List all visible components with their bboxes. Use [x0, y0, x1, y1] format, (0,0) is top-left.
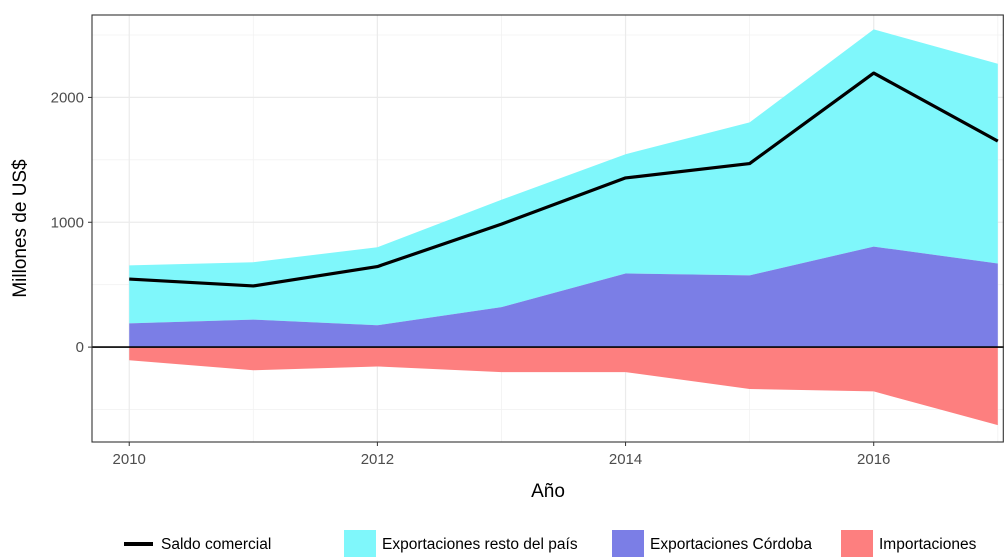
y-tick-label: 0 [76, 339, 84, 356]
chart-lines [129, 71, 999, 288]
x-tick-labels: 2010 2012 2014 2016 [113, 442, 890, 468]
x-axis-title: Año [531, 481, 565, 502]
x-tick-label: 2010 [113, 451, 146, 468]
y-tick-label: 2000 [51, 89, 84, 106]
legend-item-importaciones: Importaciones [841, 530, 977, 557]
x-tick-label: 2014 [609, 451, 642, 468]
legend-item-exportaciones-cordoba: Exportaciones Córdoba [612, 530, 812, 557]
legend-label-importaciones: Importaciones [879, 536, 977, 553]
y-tick-labels: 0 1000 2000 [51, 89, 92, 356]
plot-frame [91, 14, 1004, 443]
legend-label-exportaciones-cordoba: Exportaciones Córdoba [650, 536, 812, 553]
y-tick-label: 1000 [51, 214, 84, 231]
legend-key-exportaciones-resto [344, 530, 376, 557]
y-axis-title: Millones de US$ [10, 159, 31, 298]
legend-item-exportaciones-resto: Exportaciones resto del país [344, 530, 578, 557]
legend: Saldo comercial Exportaciones resto del p… [124, 530, 977, 557]
legend-key-importaciones [841, 530, 873, 557]
plot-border [91, 14, 1004, 443]
legend-key-exportaciones-cordoba [612, 530, 644, 557]
area-importaciones [129, 347, 998, 426]
area-exportaciones-resto [129, 29, 998, 326]
x-tick-label: 2012 [361, 451, 394, 468]
line-saldo-comercial [129, 71, 999, 288]
x-tick-label: 2016 [857, 451, 890, 468]
legend-label-exportaciones-resto: Exportaciones resto del país [382, 536, 578, 553]
legend-label-saldo-comercial: Saldo comercial [161, 536, 271, 553]
legend-item-saldo-comercial: Saldo comercial [124, 536, 271, 553]
chart-areas [129, 29, 998, 426]
area-exportaciones-cordoba [129, 246, 998, 348]
